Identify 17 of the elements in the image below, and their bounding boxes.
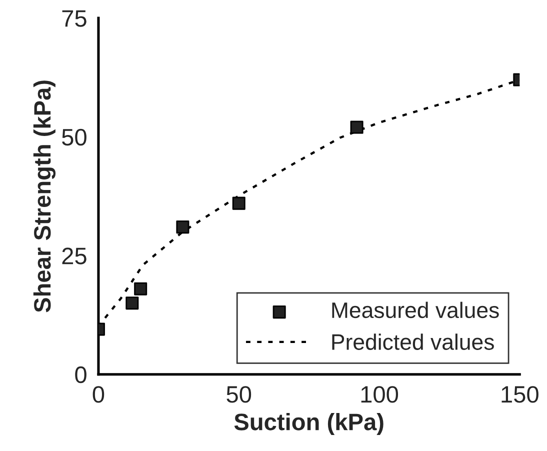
point [126, 296, 139, 310]
y-axis-title: Shear Strength (kPa) [33, 80, 56, 312]
point [350, 120, 364, 134]
point [134, 282, 148, 296]
point [176, 220, 190, 234]
y-tick-label: 50 [62, 128, 86, 146]
point [232, 196, 246, 210]
x-tick-label: 0 [92, 386, 104, 403]
x-tick-label: 150 [502, 386, 538, 403]
y-tick-label: 25 [62, 248, 86, 264]
legend-label: Measured values [332, 302, 499, 318]
legend-label: Predicted values [332, 334, 494, 350]
y-tick-label: 0 [75, 366, 86, 384]
x-tick-label: 50 [226, 386, 252, 403]
x-tick-label: 100 [361, 386, 398, 403]
y-tick-label: 75 [62, 10, 86, 27]
x-axis-title: Suction (kPa) [234, 413, 384, 436]
